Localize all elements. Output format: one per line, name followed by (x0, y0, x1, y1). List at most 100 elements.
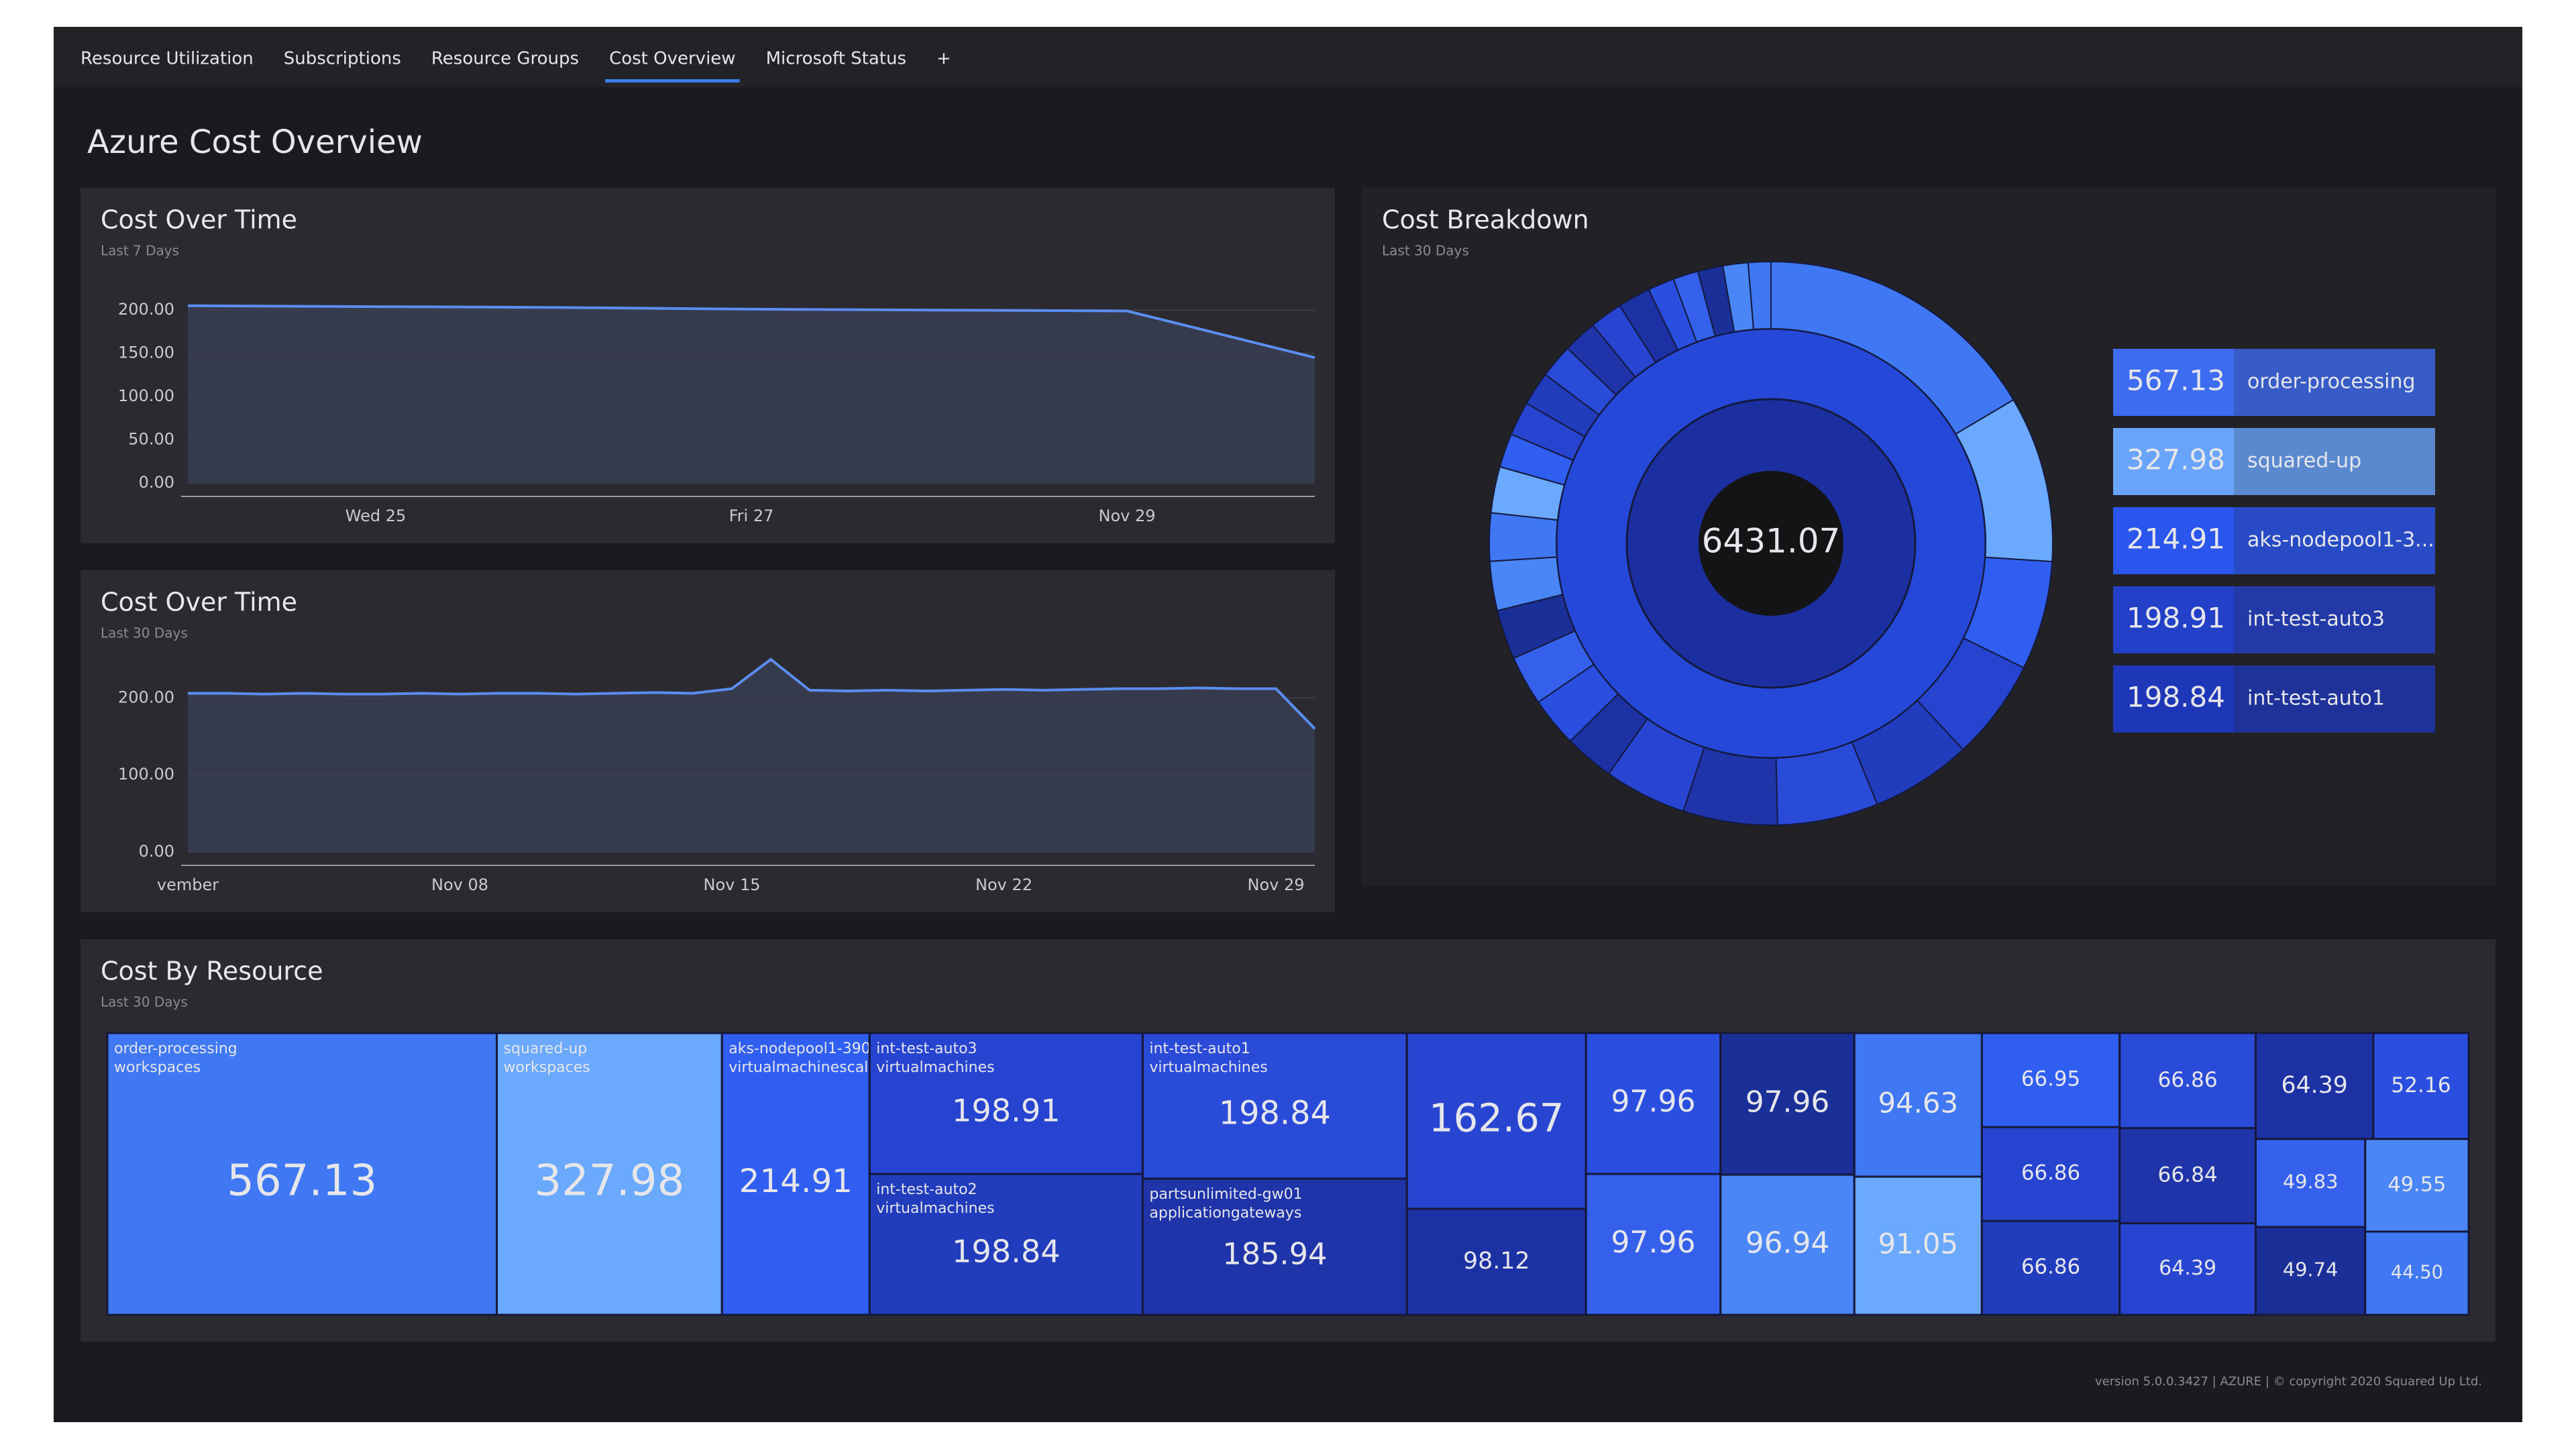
tile-kind: virtualmachines (876, 1059, 994, 1076)
treemap-tile (1405, 1208, 1587, 1316)
area (188, 659, 1315, 852)
sunburst-segment (1747, 260, 1772, 331)
y-tick-label: 100.00 (118, 765, 174, 784)
x-tick-label: Nov 29 (1098, 506, 1155, 525)
legend-name-box (2234, 586, 2435, 653)
legend-name-box (2234, 507, 2435, 574)
treemap-tile (720, 1032, 871, 1316)
legend-name: int-test-auto3 (2247, 608, 2385, 631)
legend-name: order-processing (2247, 370, 2416, 394)
legend-value-box (2113, 507, 2234, 574)
tile-name: int-test-auto1 (1149, 1040, 1250, 1057)
legend-value: 214.91 (2127, 523, 2225, 555)
tile-kind: virtualmachines (1149, 1059, 1267, 1076)
total: 6431.07 (1702, 522, 1841, 561)
y-tick-label: 50.00 (128, 430, 174, 449)
tile-value: 44.50 (2391, 1262, 2443, 1283)
tab[interactable]: + (936, 49, 951, 69)
tile-name: squared-up (504, 1040, 588, 1057)
tile-kind: applicationgateways (1149, 1205, 1301, 1222)
panel-subtitle: Last 30 Days (101, 994, 188, 1010)
tile-value: 49.55 (2387, 1173, 2446, 1196)
tile-value: 91.05 (1878, 1228, 1958, 1260)
treemap-tile (2372, 1032, 2470, 1140)
y-tick-label: 0.00 (139, 473, 174, 492)
tile-value: 185.94 (1222, 1237, 1327, 1272)
x-tick-label: Wed 25 (345, 506, 407, 525)
x-tick-label: Nov 15 (704, 875, 761, 894)
tile-value: 97.96 (1611, 1085, 1695, 1119)
tile-value: 66.84 (2158, 1163, 2218, 1187)
line (187, 304, 1316, 360)
tile-value: 49.83 (2283, 1170, 2339, 1193)
tile-kind: workspaces (114, 1059, 201, 1076)
x-tick-label: vember (157, 875, 219, 894)
x-tick-label: Nov 22 (975, 875, 1032, 894)
tile-value: 66.86 (2021, 1255, 2080, 1279)
legend-value: 327.98 (2127, 443, 2225, 476)
tile-name: order-processing (114, 1040, 237, 1057)
tile-value: 214.91 (739, 1163, 853, 1200)
treemap-tile (1405, 1032, 1587, 1210)
y-tick-label: 150.00 (118, 343, 174, 362)
tile-name: partsunlimited-gw01 (1149, 1186, 1302, 1203)
tile-value: 198.91 (952, 1093, 1061, 1129)
legend-value: 198.91 (2127, 602, 2225, 635)
panel-subtitle: Last 7 Days (101, 243, 179, 259)
tile-value: 567.13 (227, 1157, 377, 1206)
tab[interactable]: Subscriptions (284, 49, 401, 69)
treemap-tile (1141, 1032, 1408, 1180)
legend-value-box (2113, 586, 2234, 653)
page-title: Azure Cost Overview (87, 123, 423, 161)
panel-title: Cost Over Time (101, 588, 297, 617)
tab-bar (54, 27, 2522, 87)
panel-subtitle: Last 30 Days (1382, 243, 1469, 259)
y-tick-label: 0.00 (139, 842, 174, 861)
tile-value: 96.94 (1746, 1226, 1830, 1260)
treemap-tile (1853, 1175, 1983, 1316)
treemap-tile (1585, 1173, 1722, 1316)
tile-value: 52.16 (2391, 1073, 2451, 1097)
tile-value: 66.86 (2157, 1068, 2217, 1092)
tab[interactable]: Resource Groups (431, 49, 579, 69)
tile-value: 94.63 (1878, 1087, 1958, 1120)
panel-subtitle: Last 30 Days (101, 625, 188, 641)
tile-value: 64.39 (2159, 1256, 2216, 1280)
treemap-tile (868, 1173, 1144, 1316)
treemap-tile (496, 1032, 723, 1316)
tile-kind: virtualmachines (876, 1200, 994, 1217)
line (188, 657, 1316, 730)
active-tab-underline (605, 79, 740, 83)
legend-value-box (2113, 428, 2234, 495)
legend-name-box (2234, 428, 2435, 495)
tab[interactable]: Cost Overview (609, 49, 735, 69)
panel-title: Cost Over Time (101, 205, 297, 235)
legend-name-box (2234, 349, 2435, 416)
x-tick-label: Nov 29 (1248, 875, 1305, 894)
treemap-tile (2364, 1230, 2470, 1316)
legend-name: int-test-auto1 (2247, 687, 2385, 710)
treemap-tile (1585, 1032, 1722, 1175)
y-tick-label: 200.00 (118, 300, 174, 319)
tab[interactable]: Microsoft Status (766, 49, 906, 69)
legend-name-box (2234, 665, 2435, 733)
tile-value: 98.12 (1463, 1248, 1529, 1275)
tile-name: int-test-auto2 (876, 1181, 977, 1198)
treemap-tile (2364, 1138, 2470, 1233)
x-tick-label: Fri 27 (729, 506, 774, 525)
area (188, 305, 1315, 483)
treemap-tile (1980, 1220, 2121, 1316)
treemap-tile (2118, 1032, 2257, 1130)
legend-value: 567.13 (2127, 364, 2225, 397)
legend-name: aks-nodepool1-3... (2247, 529, 2434, 552)
tile-value: 198.84 (1219, 1095, 1331, 1132)
tab[interactable]: Resource Utilization (80, 49, 254, 69)
treemap-tile (1980, 1126, 2121, 1222)
legend-name: squared-up (2247, 449, 2361, 473)
tile-value: 97.96 (1611, 1226, 1695, 1260)
tile-value: 97.96 (1746, 1085, 1830, 1120)
treemap-tile (106, 1032, 498, 1316)
panel-title: Cost Breakdown (1382, 205, 1589, 235)
